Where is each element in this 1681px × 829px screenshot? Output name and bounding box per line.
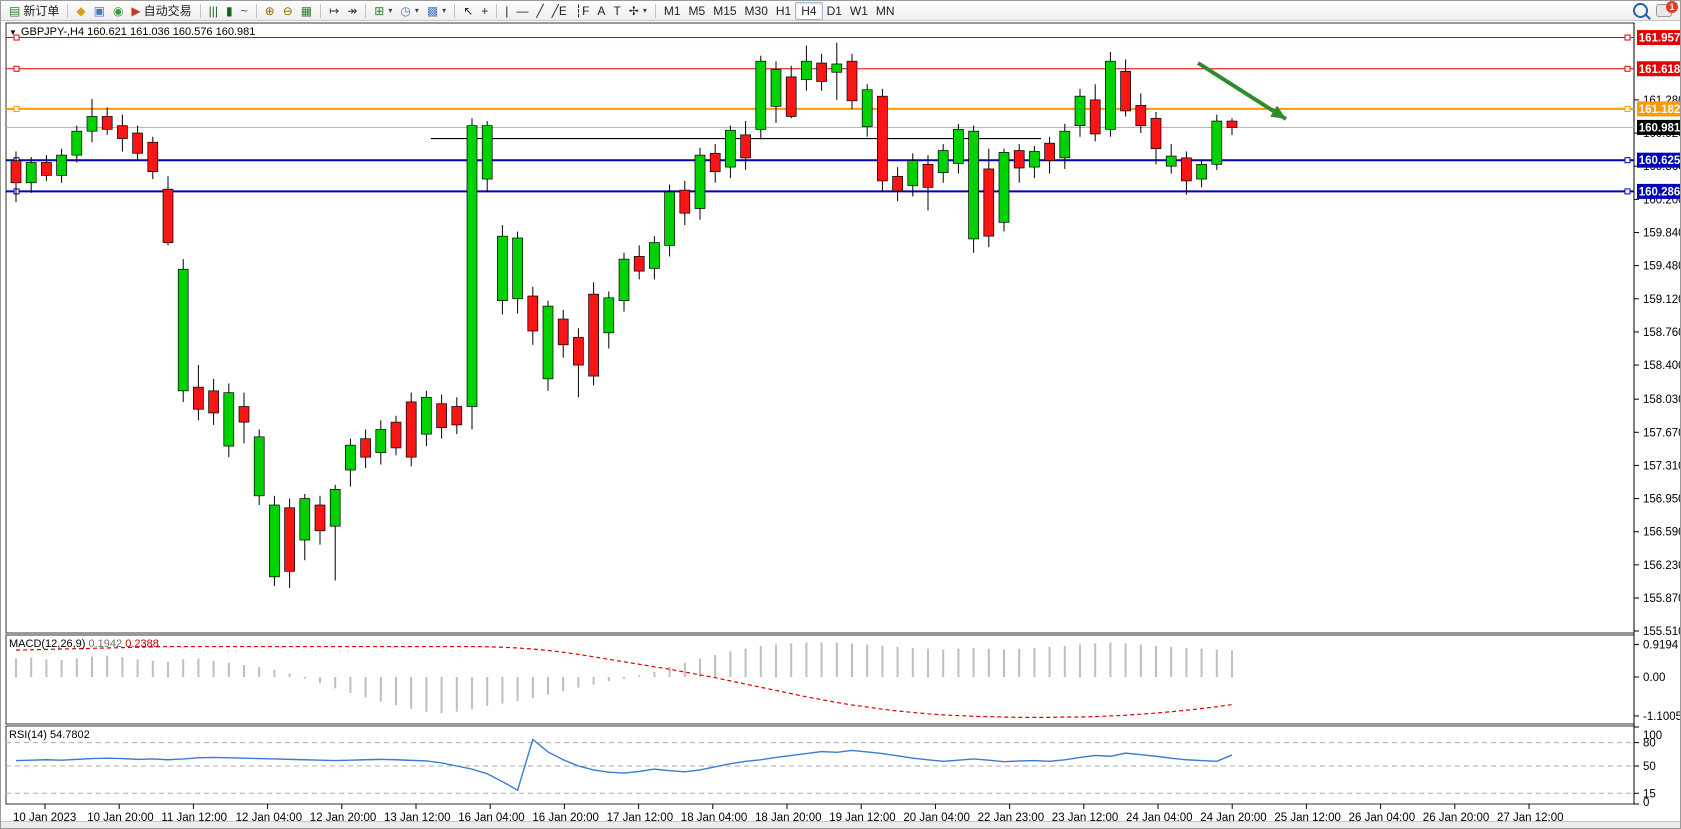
svg-text:158.400: 158.400 [1643, 360, 1681, 372]
vertical-line-icon[interactable]: | [505, 3, 509, 18]
svg-text:160.625: 160.625 [1639, 155, 1681, 167]
periods-icon[interactable]: ◷ ▾ [400, 3, 419, 18]
notifications-icon[interactable]: 1 [1652, 1, 1678, 18]
candlestick-chart-icon[interactable]: ▮ [226, 3, 233, 18]
auto-scroll-icon[interactable]: ↦ [329, 3, 340, 18]
timeframe-m5[interactable]: M5 [688, 3, 706, 18]
timeframe-h4[interactable]: H4 [795, 1, 823, 20]
timeframe-h1[interactable]: H1 [775, 3, 792, 18]
svg-text:156.590: 156.590 [1643, 527, 1681, 539]
zoom-in-icon[interactable]: ⊕ [264, 3, 275, 18]
bar-chart-icon[interactable]: ||| [208, 3, 219, 18]
svg-text:155.510: 155.510 [1643, 626, 1681, 638]
svg-text:161.182: 161.182 [1639, 104, 1681, 116]
sep2 [199, 3, 201, 18]
svg-text:156.230: 156.230 [1643, 560, 1681, 572]
svg-text:157.310: 157.310 [1643, 460, 1681, 472]
templates-icon[interactable]: ▩ ▾ [426, 3, 447, 18]
navigator-icon[interactable]: ◉ [112, 3, 124, 18]
indicators-icon[interactable]: ⊞ ▾ [374, 3, 393, 18]
svg-text:-1.1005: -1.1005 [1643, 711, 1681, 723]
svg-text:0: 0 [1643, 797, 1649, 809]
trendline-icon[interactable]: ╱ [536, 3, 544, 18]
arrows-tool-icon[interactable]: ✢ ▾ [628, 3, 647, 18]
status-bar [1, 821, 1680, 828]
svg-text:159.120: 159.120 [1643, 294, 1681, 306]
svg-text:50: 50 [1643, 761, 1656, 773]
svg-text:100: 100 [1643, 730, 1662, 742]
tile-windows-icon[interactable]: ▦ [300, 3, 313, 18]
new-chart-icon[interactable]: ◆ [76, 3, 86, 18]
line-chart-icon[interactable]: ~ [240, 3, 248, 18]
chart-area[interactable]: 161.280160.920160.560160.200159.840159.4… [1, 21, 1681, 824]
notification-count: 1 [1666, 1, 1678, 13]
new-order-button[interactable]: ▤ 新订单 [9, 3, 60, 18]
data-window-icon[interactable]: ▣ [93, 3, 105, 18]
timeframe-mn[interactable]: MN [875, 3, 895, 18]
svg-text:80: 80 [1643, 738, 1656, 750]
timeframe-m15[interactable]: M15 [713, 3, 737, 18]
svg-text:0.9194: 0.9194 [1643, 639, 1679, 651]
svg-text:156.950: 156.950 [1643, 494, 1681, 506]
svg-text:161.957: 161.957 [1639, 33, 1681, 45]
timeframe-d1[interactable]: D1 [826, 3, 842, 18]
zoom-out-icon[interactable]: ⊖ [282, 3, 293, 18]
svg-text:159.480: 159.480 [1643, 261, 1681, 273]
svg-text:158.760: 158.760 [1643, 327, 1681, 339]
svg-text:155.870: 155.870 [1643, 593, 1681, 605]
svg-text:0.00: 0.00 [1643, 672, 1665, 684]
equidistant-channel-icon[interactable]: ╱E [551, 3, 567, 18]
crosshair-icon[interactable]: + [481, 3, 489, 18]
candlestick-chart[interactable]: 161.280160.920160.560160.200159.840159.4… [1, 21, 1681, 824]
chart-shift-icon[interactable]: ↠ [347, 3, 358, 18]
search-icon[interactable] [1629, 2, 1652, 19]
sep5 [365, 3, 367, 18]
sep4 [320, 3, 322, 18]
svg-text:159.840: 159.840 [1643, 227, 1681, 239]
sep6 [454, 3, 456, 18]
sep7 [496, 3, 498, 18]
autotrading-button[interactable]: ▶ 自动交易 [131, 3, 192, 18]
timeframe-m30[interactable]: M30 [744, 3, 768, 18]
sep3 [255, 3, 257, 18]
svg-text:161.618: 161.618 [1639, 64, 1681, 76]
timeframe-m1[interactable]: M1 [663, 3, 681, 18]
text-label-icon[interactable]: T [613, 3, 621, 18]
cursor-icon[interactable]: ↖ [463, 3, 474, 18]
timeframe-w1[interactable]: W1 [849, 3, 868, 18]
svg-text:158.030: 158.030 [1643, 394, 1681, 406]
svg-text:160.286: 160.286 [1639, 186, 1681, 198]
text-icon[interactable]: A [597, 3, 606, 18]
svg-text:160.981: 160.981 [1639, 122, 1681, 134]
svg-text:15: 15 [1643, 788, 1656, 800]
sep8 [654, 3, 656, 18]
fibonacci-icon[interactable]: ┆F [574, 3, 590, 18]
sep1 [67, 3, 69, 18]
horizontal-line-icon[interactable]: — [516, 3, 529, 18]
toolbar: ▤ 新订单 ◆ ▣ ◉ ▶ 自动交易 ||| ▮ ~ ⊕ ⊖ ▦ ↦ ↠ ⊞ ▾ ◷ ▾ ▩ ▾ ↖ + | — ╱ ╱E ┆F A T ✢… [1, 1, 1680, 21]
svg-text:157.670: 157.670 [1643, 427, 1681, 439]
